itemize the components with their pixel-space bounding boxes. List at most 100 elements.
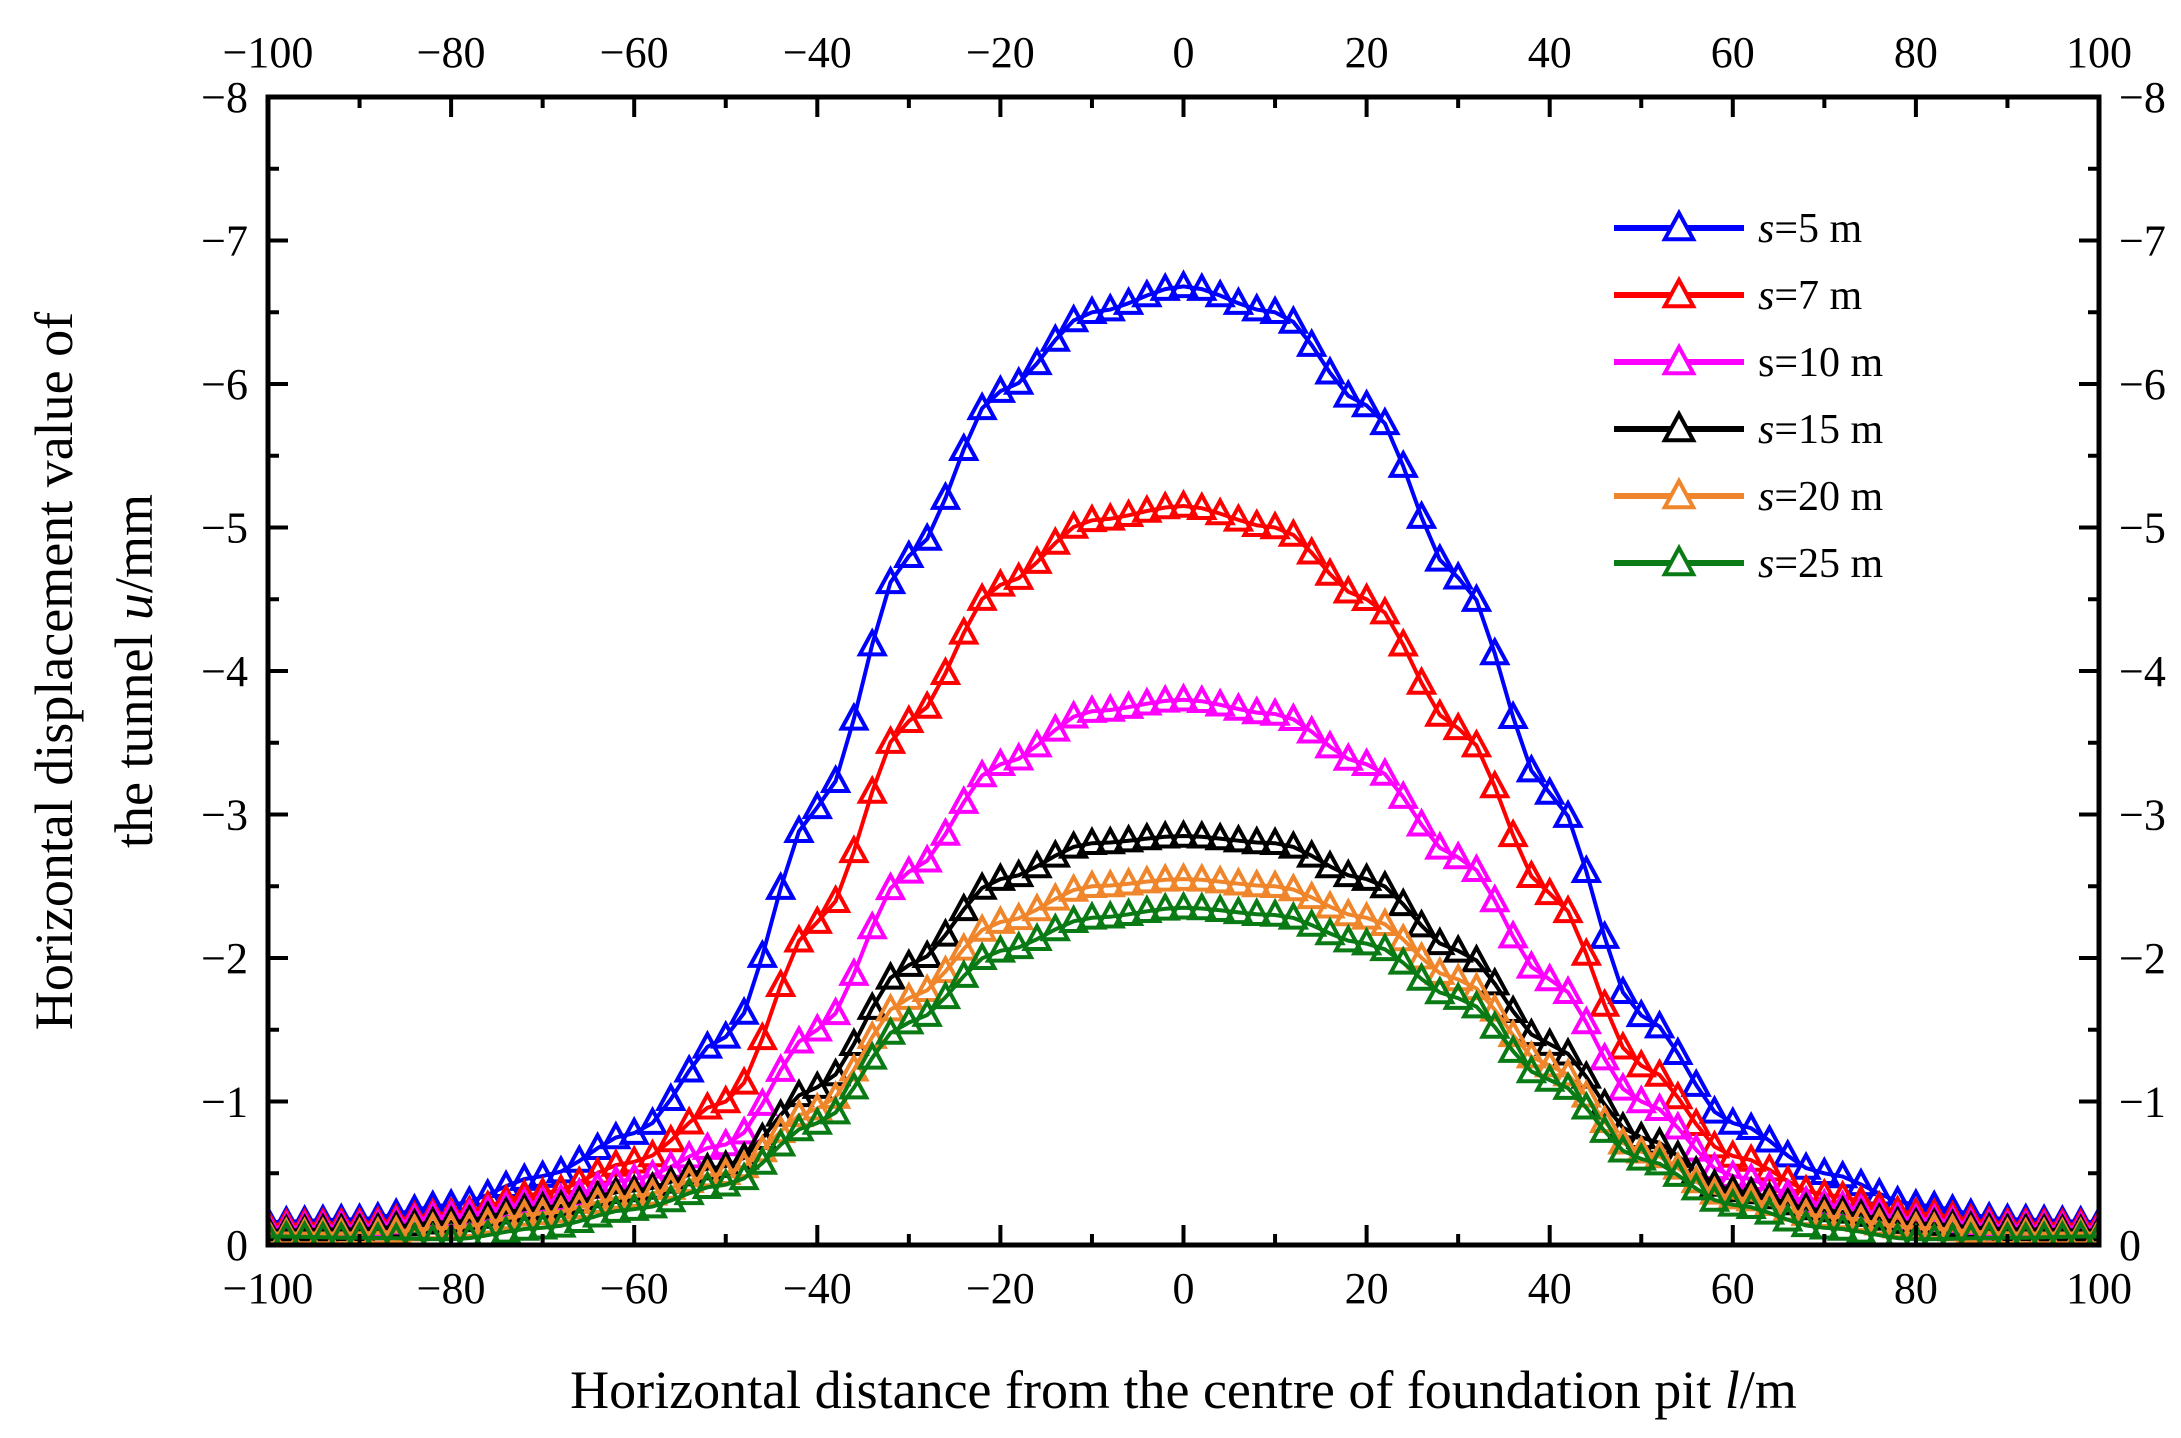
data-point	[1424, 542, 1456, 572]
y-tick-label-left: −4	[201, 647, 248, 696]
x-tick-label-top: −40	[783, 28, 852, 77]
data-point	[1186, 683, 1218, 713]
data-point	[490, 1201, 522, 1231]
data-point	[1643, 1139, 1676, 1169]
data-point	[819, 884, 852, 913]
data-point	[1863, 1201, 1895, 1231]
data-point	[1222, 866, 1255, 896]
data-point	[728, 1161, 760, 1191]
x-tick-label-top: 0	[1173, 28, 1195, 77]
y-tick-label-left: 0	[226, 1221, 248, 1270]
data-point	[984, 861, 1017, 891]
data-point	[1021, 346, 1053, 376]
data-point	[1094, 899, 1126, 929]
x-tick-label-bottom: −40	[783, 1264, 852, 1313]
x-axis-title-part: /m	[1740, 1360, 1797, 1420]
data-point	[948, 784, 980, 814]
legend-label: s=15 m	[1758, 407, 1884, 453]
legend-label: s=7 m	[1758, 273, 1863, 319]
data-point	[1753, 1180, 1786, 1210]
data-point	[1149, 271, 1181, 301]
x-tick-label-top: 100	[2066, 28, 2132, 77]
data-point	[364, 1220, 392, 1245]
data-point	[838, 834, 870, 864]
data-point	[691, 1090, 724, 1120]
series-line	[268, 284, 2099, 1224]
data-point	[1735, 1182, 1767, 1212]
data-point	[1533, 1062, 1566, 1092]
data-point	[1277, 304, 1310, 334]
data-point	[673, 1105, 705, 1135]
data-point	[1588, 919, 1621, 949]
data-point	[1295, 907, 1328, 937]
data-point	[508, 1197, 541, 1227]
data-point	[1533, 962, 1566, 992]
data-point	[1295, 880, 1328, 910]
data-point	[1424, 926, 1456, 956]
data-point	[1204, 893, 1236, 923]
legend-swatch-marker	[1661, 543, 1697, 577]
data-point	[1204, 496, 1236, 526]
data-point	[1131, 894, 1163, 924]
x-tick-label-top: 60	[1711, 28, 1755, 77]
data-point	[600, 1147, 632, 1177]
data-point	[1094, 692, 1126, 722]
data-point	[1717, 1187, 1749, 1217]
data-point	[948, 958, 980, 988]
data-point	[1277, 702, 1310, 732]
data-point	[1204, 864, 1236, 894]
data-point	[2030, 1220, 2058, 1245]
data-point	[1112, 823, 1145, 853]
data-point	[1625, 1134, 1657, 1164]
data-point	[1808, 1193, 1841, 1223]
data-point	[1588, 1113, 1621, 1143]
data-point	[929, 816, 962, 846]
data-point	[1552, 798, 1584, 828]
data-point	[1903, 1222, 1929, 1245]
data-point	[1497, 818, 1529, 848]
data-point	[268, 1219, 283, 1245]
x-tick-label-top: 20	[1345, 28, 1389, 77]
data-point	[1479, 769, 1511, 799]
data-point	[563, 1190, 595, 1220]
data-point	[673, 1053, 705, 1083]
data-point	[929, 980, 962, 1010]
data-point	[764, 1097, 797, 1127]
data-point	[1241, 868, 1273, 898]
data-point	[1753, 1195, 1786, 1225]
data-point	[728, 1065, 760, 1095]
data-point	[1241, 508, 1273, 538]
data-point	[1533, 1048, 1566, 1078]
data-point	[893, 539, 925, 568]
data-point	[600, 1193, 632, 1223]
data-point	[1369, 756, 1401, 786]
data-point	[1167, 269, 1200, 299]
data-point	[526, 1196, 559, 1226]
x-tick-label-bottom: 100	[2066, 1264, 2132, 1313]
data-point	[1057, 829, 1090, 859]
data-point	[1057, 904, 1090, 934]
data-point	[1479, 1009, 1511, 1039]
y-tick-label-right: −8	[2119, 73, 2166, 122]
data-point	[1295, 838, 1328, 868]
data-point	[746, 1021, 779, 1051]
x-axis-title-part: l	[1725, 1360, 1740, 1420]
data-point	[1369, 869, 1401, 899]
data-point	[1332, 378, 1365, 408]
data-point	[1277, 872, 1310, 902]
data-point	[2012, 1220, 2040, 1245]
data-point	[1533, 775, 1566, 805]
data-point	[1405, 807, 1438, 837]
data-point	[1222, 823, 1255, 853]
data-point	[1295, 535, 1328, 565]
data-point	[1222, 691, 1255, 721]
data-point	[1295, 714, 1328, 744]
y-tick-label-right: −1	[2119, 1078, 2166, 1127]
data-point	[1939, 1221, 1966, 1245]
y-tick-label-right: −4	[2119, 647, 2166, 696]
legend-label: s=20 m	[1758, 474, 1884, 520]
data-point	[1241, 825, 1273, 855]
x-tick-label-top: −100	[223, 28, 314, 77]
data-point	[383, 1221, 410, 1245]
data-point	[764, 1127, 797, 1157]
